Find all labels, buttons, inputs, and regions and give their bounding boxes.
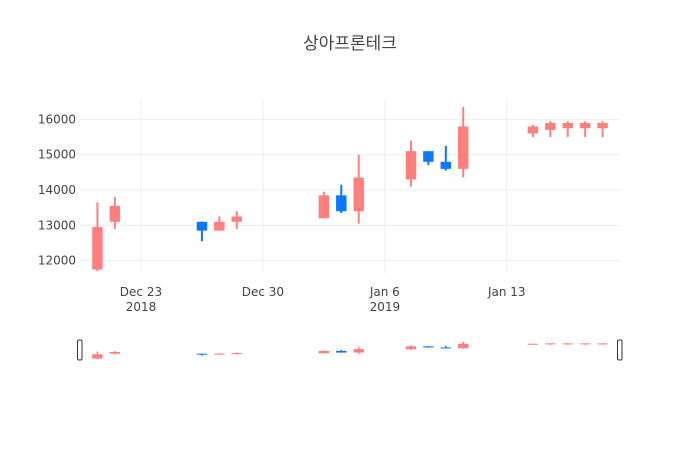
candle-body — [597, 122, 608, 129]
candle-body — [336, 195, 347, 212]
y-tick-label: 16000 — [38, 112, 76, 126]
candle-body — [440, 161, 452, 169]
y-tick-label: 13000 — [38, 218, 76, 232]
candle-body — [353, 177, 364, 212]
range-slider-candle — [440, 347, 452, 349]
range-slider-candle — [196, 353, 208, 355]
y-tick-label: 12000 — [38, 254, 76, 268]
candle-body — [545, 122, 556, 131]
range-slider-candle — [562, 343, 573, 345]
range-slider-candle — [214, 353, 225, 355]
x-tick-label: Dec 23 — [120, 285, 162, 299]
candle-body — [527, 126, 539, 134]
range-slider-candle — [109, 352, 121, 354]
range-slider-candles — [92, 341, 608, 359]
candle-body — [423, 151, 434, 162]
y-tick-label: 14000 — [38, 183, 76, 197]
x-tick-label: Jan 13 — [487, 285, 526, 299]
range-slider-candle — [353, 349, 364, 353]
range-slider-candle — [231, 353, 242, 355]
candle-body — [109, 205, 121, 222]
grid — [80, 100, 620, 273]
candle-body — [214, 221, 225, 231]
y-tick-label: 15000 — [38, 148, 76, 162]
candle-body — [562, 122, 573, 129]
x-tick-label: Dec 30 — [242, 285, 284, 299]
range-slider-candle — [579, 343, 591, 345]
range-slider[interactable] — [77, 339, 623, 361]
candle-body — [405, 151, 417, 180]
x-tick-label: Jan 6 — [369, 285, 400, 299]
range-slider-candle — [545, 343, 556, 345]
candle-body — [318, 195, 330, 219]
x-tick-year-label: 2019 — [370, 300, 401, 314]
candles — [92, 107, 608, 272]
candle-body — [458, 126, 469, 169]
range-slider-candle — [92, 354, 103, 359]
range-slider-right-handle[interactable] — [617, 339, 623, 361]
candle-body — [231, 216, 242, 222]
range-slider-left-handle[interactable] — [77, 339, 83, 361]
candle-body — [92, 227, 103, 270]
x-tick-year-label: 2018 — [126, 300, 157, 314]
range-slider-candle — [458, 343, 469, 349]
candle-body — [196, 221, 208, 231]
candle-body — [579, 122, 591, 129]
range-slider-candle — [405, 346, 417, 350]
range-slider-candle — [423, 346, 434, 348]
chart-title: 상아프론테크 — [303, 34, 397, 54]
range-slider-candle — [527, 343, 539, 345]
range-slider-candle — [597, 343, 608, 345]
range-slider-candle — [318, 350, 330, 354]
range-slider-candle — [336, 350, 347, 353]
y-axis: 12000 13000 14000 15000 16000 — [38, 112, 76, 267]
